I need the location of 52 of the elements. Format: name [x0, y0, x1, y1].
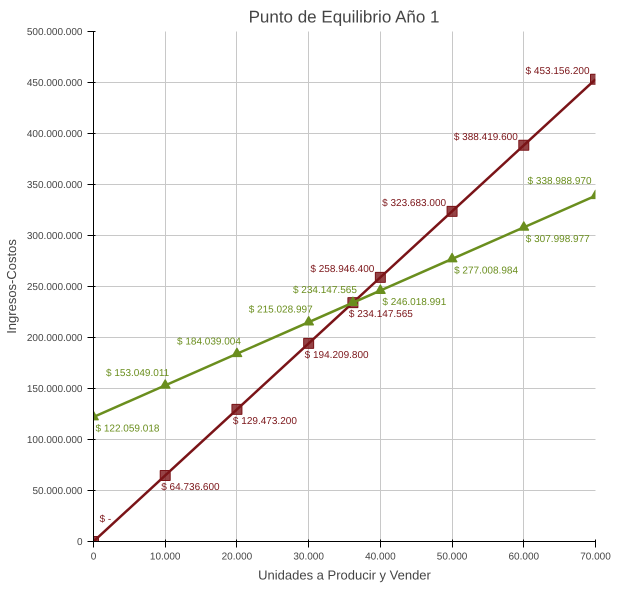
point	[303, 316, 314, 326]
chart-title: Punto de Equilibrio Año 1	[248, 8, 440, 26]
point	[518, 221, 530, 231]
data-label: $ 184.039.004	[176, 336, 242, 348]
x-tick-label: 40.000	[365, 552, 396, 562]
x-tick-label: 20.000	[222, 552, 253, 562]
point	[231, 348, 242, 358]
data-label: $ 388.419.600	[454, 132, 518, 143]
y-axis-title: Ingresos-Costos	[4, 238, 19, 334]
y-tick-label: 300.000.000	[26, 231, 83, 242]
y-tick-label: 0	[76, 537, 83, 548]
point	[446, 252, 458, 262]
x-tick-label: 30.000	[293, 552, 324, 562]
y-tick-label: 450.000.000	[26, 78, 83, 89]
data-label: $ 194.209.800	[304, 350, 370, 361]
x-tick-label: 60.000	[508, 552, 540, 562]
data-label: $ 453.156.200	[526, 66, 590, 77]
data-label: $ 64.736.600	[161, 482, 220, 493]
point	[160, 379, 171, 389]
data-label: $ 338.988.970	[528, 176, 592, 188]
data-label: $ 323.683.000	[382, 198, 447, 209]
x-axis-title: Unidades a Producir y Vender	[258, 568, 432, 582]
point	[231, 404, 242, 415]
point	[160, 470, 171, 481]
y-tick-label: 100.000.000	[26, 435, 83, 446]
data-label: $ 129.473.200	[232, 416, 298, 427]
point	[374, 284, 386, 294]
x-tick-label: 10.000	[150, 552, 181, 562]
data-label: $ 215.028.997	[248, 304, 314, 316]
x-tick-label: 50.000	[436, 552, 468, 562]
data-label: $ 122.059.018	[96, 424, 160, 434]
data-label: $ 277.008.984	[454, 265, 518, 276]
point	[374, 272, 386, 283]
y-tick-label: 200.000.000	[26, 333, 83, 344]
data-label: $ -	[100, 514, 112, 525]
data-label: $ 234.147.565	[348, 309, 414, 320]
y-tick-label: 350.000.000	[26, 180, 83, 191]
y-tick-label: 500.000.000	[26, 27, 83, 38]
y-tick-label: 400.000.000	[26, 129, 83, 140]
point	[303, 338, 314, 349]
x-tick-label: 0	[90, 552, 97, 562]
data-label: $ 307.998.977	[526, 234, 590, 245]
data-label: $ 246.018.991	[382, 297, 447, 308]
data-label: $ 153.049.011	[106, 368, 170, 379]
y-tick-label: 150.000.000	[26, 384, 83, 395]
x-tick-label: 70.000	[580, 552, 612, 562]
point	[518, 140, 530, 151]
data-label: $ 258.946.400	[310, 264, 375, 275]
point	[446, 206, 458, 217]
y-tick-label: 250.000.000	[26, 282, 83, 293]
y-tick-label: 50.000.000	[32, 486, 83, 497]
data-label: $ 234.147.565	[292, 285, 358, 296]
